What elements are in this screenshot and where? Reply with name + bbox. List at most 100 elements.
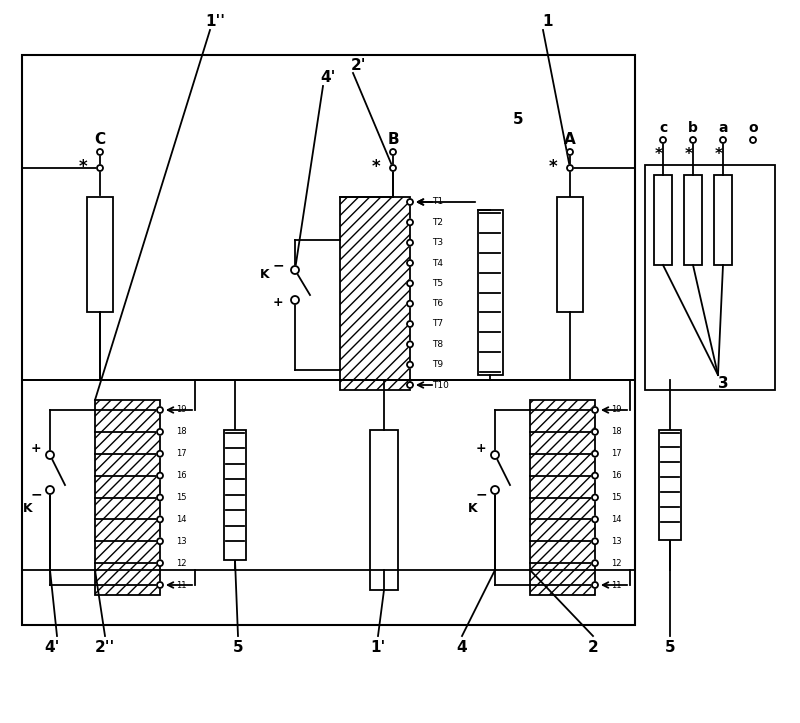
Circle shape — [157, 407, 163, 413]
Text: 16: 16 — [176, 471, 186, 480]
Circle shape — [407, 260, 413, 266]
Bar — [95, 400, 160, 595]
Text: *: * — [372, 158, 380, 176]
Text: 11: 11 — [611, 581, 622, 589]
Bar — [370, 430, 398, 590]
Text: 2: 2 — [588, 641, 598, 656]
Text: T2: T2 — [432, 218, 443, 227]
Circle shape — [157, 516, 163, 523]
Text: K: K — [260, 268, 270, 281]
Text: T4: T4 — [432, 259, 443, 268]
Circle shape — [407, 301, 413, 307]
Circle shape — [567, 149, 573, 155]
Text: +: + — [30, 442, 42, 455]
Bar — [645, 165, 775, 390]
Text: a: a — [718, 121, 728, 135]
Text: −: − — [272, 258, 284, 272]
Text: T9: T9 — [432, 360, 443, 369]
Text: T1: T1 — [432, 197, 443, 207]
Circle shape — [157, 495, 163, 500]
Text: 15: 15 — [611, 493, 622, 502]
Circle shape — [97, 165, 103, 171]
Circle shape — [720, 137, 726, 143]
Circle shape — [592, 582, 598, 588]
Circle shape — [407, 382, 413, 388]
Bar — [684, 175, 702, 265]
Text: 5: 5 — [665, 641, 675, 656]
Text: −: − — [30, 487, 42, 501]
Circle shape — [491, 486, 499, 494]
Circle shape — [592, 516, 598, 523]
Bar — [557, 197, 583, 312]
Text: 3: 3 — [718, 375, 728, 390]
Text: *: * — [655, 147, 663, 163]
Text: 17: 17 — [176, 449, 186, 458]
Text: 19: 19 — [176, 406, 186, 414]
Circle shape — [690, 137, 696, 143]
Bar — [654, 175, 672, 265]
Text: K: K — [468, 502, 478, 515]
Text: T8: T8 — [432, 340, 443, 348]
Circle shape — [157, 450, 163, 457]
Circle shape — [157, 473, 163, 479]
Text: 4: 4 — [457, 641, 467, 656]
Text: 16: 16 — [611, 471, 622, 480]
Text: 5: 5 — [513, 113, 523, 127]
Circle shape — [592, 473, 598, 479]
Circle shape — [567, 165, 573, 171]
Text: o: o — [748, 121, 758, 135]
Bar — [340, 197, 410, 390]
Circle shape — [157, 538, 163, 544]
Text: C: C — [94, 132, 106, 147]
Text: 15: 15 — [176, 493, 186, 502]
Circle shape — [592, 538, 598, 544]
Circle shape — [291, 296, 299, 304]
Bar — [224, 430, 246, 560]
Text: T5: T5 — [432, 279, 443, 288]
Text: *: * — [715, 147, 723, 163]
Circle shape — [157, 582, 163, 588]
Circle shape — [491, 451, 499, 459]
Text: 2'': 2'' — [95, 641, 115, 656]
Text: 4': 4' — [320, 71, 336, 85]
Text: 13: 13 — [611, 536, 622, 546]
Text: 1'': 1'' — [205, 14, 225, 30]
Circle shape — [390, 149, 396, 155]
Text: 14: 14 — [611, 515, 622, 524]
Text: c: c — [659, 121, 667, 135]
Circle shape — [407, 362, 413, 368]
Circle shape — [407, 199, 413, 205]
Text: 13: 13 — [176, 536, 186, 546]
Text: T10: T10 — [432, 380, 449, 390]
Text: 18: 18 — [176, 427, 186, 437]
Text: 11: 11 — [176, 581, 186, 589]
Text: 2': 2' — [350, 58, 366, 72]
Circle shape — [97, 149, 103, 155]
Text: 12: 12 — [176, 559, 186, 568]
Text: T7: T7 — [432, 320, 443, 328]
Bar — [478, 210, 503, 375]
Text: 4': 4' — [44, 641, 60, 656]
Circle shape — [157, 560, 163, 566]
Circle shape — [592, 495, 598, 500]
Text: 14: 14 — [176, 515, 186, 524]
Bar — [87, 197, 113, 312]
Circle shape — [390, 165, 396, 171]
Text: A: A — [564, 132, 576, 147]
Bar — [659, 430, 681, 540]
Circle shape — [407, 281, 413, 286]
Circle shape — [291, 266, 299, 274]
Bar — [714, 175, 732, 265]
Text: −: − — [475, 487, 487, 501]
Text: 12: 12 — [611, 559, 622, 568]
Text: 1: 1 — [542, 14, 554, 30]
Text: 1': 1' — [370, 641, 386, 656]
Text: +: + — [273, 296, 283, 309]
Text: 18: 18 — [611, 427, 622, 437]
Circle shape — [407, 321, 413, 327]
Circle shape — [46, 451, 54, 459]
Circle shape — [660, 137, 666, 143]
Text: *: * — [549, 158, 558, 176]
Circle shape — [592, 429, 598, 435]
Text: 19: 19 — [611, 406, 622, 414]
